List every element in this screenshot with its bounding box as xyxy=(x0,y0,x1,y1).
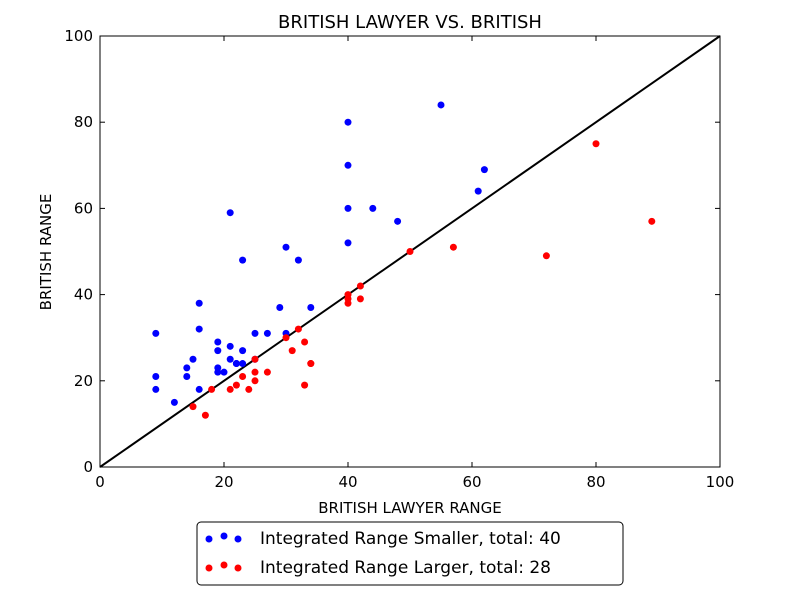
data-point xyxy=(226,355,234,363)
x-tick-label: 100 xyxy=(706,473,735,491)
data-point xyxy=(251,355,259,363)
data-point xyxy=(214,368,222,376)
legend-marker xyxy=(220,561,228,569)
data-point xyxy=(307,304,315,312)
data-point xyxy=(214,347,222,355)
legend-label: Integrated Range Smaller, total: 40 xyxy=(260,529,561,549)
series-2 xyxy=(189,140,656,419)
data-point xyxy=(214,338,222,346)
x-axis-label: BRITISH LAWYER RANGE xyxy=(318,499,502,517)
data-point xyxy=(294,256,302,264)
data-point xyxy=(232,360,240,368)
data-point xyxy=(301,381,309,389)
data-point xyxy=(183,372,191,380)
data-point xyxy=(344,239,352,247)
data-point xyxy=(170,398,178,406)
data-point xyxy=(263,329,271,337)
data-point xyxy=(195,385,203,393)
data-point xyxy=(183,364,191,372)
y-tick-label: 0 xyxy=(83,458,93,476)
data-point xyxy=(189,355,197,363)
legend-entry-2: Integrated Range Larger, total: 28 xyxy=(205,558,551,578)
plot-area: 0 20 40 60 80 100 0 20 40 60 80 100 xyxy=(64,27,734,491)
data-point xyxy=(263,368,271,376)
data-point xyxy=(251,368,259,376)
y-tick-label: 40 xyxy=(74,286,93,304)
data-point xyxy=(239,347,247,355)
data-point xyxy=(344,161,352,169)
data-point xyxy=(592,140,600,148)
data-point xyxy=(195,325,203,333)
data-point xyxy=(356,295,364,303)
data-point xyxy=(449,243,457,251)
y-tick-label: 80 xyxy=(74,113,93,131)
data-point xyxy=(220,368,228,376)
data-point xyxy=(282,243,290,251)
legend-marker xyxy=(234,535,242,543)
legend-frame xyxy=(196,521,624,586)
x-tick-label: 20 xyxy=(214,473,233,491)
data-point xyxy=(226,209,234,217)
data-point xyxy=(474,187,482,195)
data-point xyxy=(152,329,160,337)
data-point xyxy=(226,342,234,350)
x-tick-label: 40 xyxy=(338,473,357,491)
data-point xyxy=(152,385,160,393)
data-point xyxy=(282,334,290,342)
data-point xyxy=(276,304,284,312)
data-point xyxy=(239,372,247,380)
legend-marker xyxy=(234,564,242,572)
data-point xyxy=(344,204,352,212)
data-point xyxy=(251,329,259,337)
x-tick-label: 80 xyxy=(586,473,605,491)
data-point xyxy=(394,217,402,225)
chart-title: BRITISH LAWYER VS. BRITISH xyxy=(278,12,542,33)
data-point xyxy=(152,372,160,380)
data-point xyxy=(542,252,550,260)
data-point xyxy=(189,403,197,411)
data-point xyxy=(251,377,259,385)
data-point xyxy=(245,385,253,393)
legend: Integrated Range Smaller, total: 40 Integ… xyxy=(196,521,624,586)
legend-entry-1: Integrated Range Smaller, total: 40 xyxy=(205,529,561,549)
data-point xyxy=(356,282,364,290)
data-point xyxy=(344,295,352,303)
data-point xyxy=(232,381,240,389)
data-point xyxy=(437,101,445,109)
data-point xyxy=(208,385,216,393)
data-point xyxy=(226,385,234,393)
data-point xyxy=(307,360,315,368)
y-tick-label: 20 xyxy=(74,372,93,390)
legend-marker xyxy=(220,532,228,540)
data-point xyxy=(195,299,203,307)
x-tick-label: 0 xyxy=(95,473,105,491)
y-axis-label: BRITISH RANGE xyxy=(37,194,55,311)
series-1 xyxy=(152,101,488,406)
y-tick-label: 60 xyxy=(74,199,93,217)
data-point xyxy=(344,118,352,126)
data-point xyxy=(294,325,302,333)
data-point xyxy=(201,411,209,419)
legend-marker xyxy=(205,564,213,572)
legend-marker xyxy=(205,535,213,543)
data-point xyxy=(369,204,377,212)
data-point xyxy=(648,217,656,225)
data-point xyxy=(288,347,296,355)
data-point xyxy=(480,166,488,174)
x-tick-label: 60 xyxy=(462,473,481,491)
y-tick-label: 100 xyxy=(64,27,93,45)
data-point xyxy=(406,248,414,255)
data-point xyxy=(301,338,309,346)
data-point xyxy=(239,256,247,264)
data-point xyxy=(239,360,247,368)
legend-label: Integrated Range Larger, total: 28 xyxy=(260,558,551,578)
